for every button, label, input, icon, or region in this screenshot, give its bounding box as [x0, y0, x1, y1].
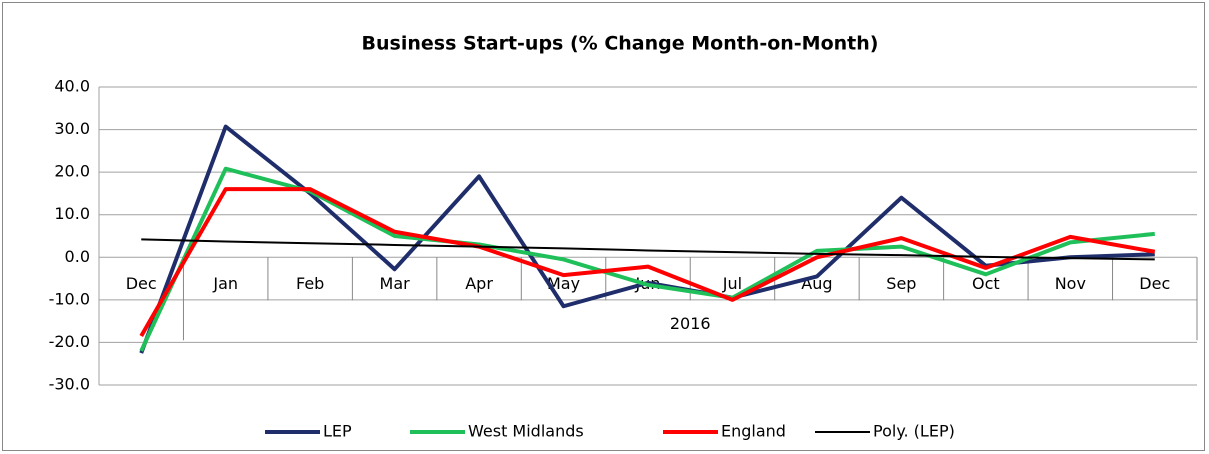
- x-tick-label: Sep: [886, 274, 916, 293]
- y-tick-label: -30.0: [49, 375, 90, 394]
- legend-label: England: [721, 422, 786, 441]
- series-line: [139, 187, 1156, 338]
- x-group-label: 2016: [670, 314, 711, 333]
- y-tick-label: 20.0: [54, 162, 90, 181]
- chart-title: Business Start-ups (% Change Month-on-Mo…: [362, 33, 879, 55]
- x-tick-label: Jan: [212, 274, 238, 293]
- y-tick-label: 10.0: [54, 204, 90, 223]
- y-tick-label: 30.0: [54, 119, 90, 138]
- y-tick-label: -20.0: [49, 332, 90, 351]
- y-tick-label: 40.0: [54, 77, 90, 96]
- x-tick-label: Jul: [722, 274, 742, 293]
- legend-label: West Midlands: [468, 422, 584, 441]
- x-tick-label: Dec: [126, 274, 157, 293]
- series-line: [141, 238, 1155, 261]
- x-tick-label: Nov: [1055, 274, 1086, 293]
- x-tick-label: Apr: [465, 274, 493, 293]
- x-tick-label: Mar: [380, 274, 411, 293]
- legend-label: LEP: [323, 422, 352, 441]
- x-tick-label: May: [547, 274, 580, 293]
- x-tick-label: Dec: [1139, 274, 1170, 293]
- y-tick-label: -10.0: [49, 289, 90, 308]
- y-tick-label: 0.0: [65, 247, 90, 266]
- x-tick-label: Oct: [972, 274, 1000, 293]
- x-tick-label: Feb: [296, 274, 324, 293]
- legend-label: Poly. (LEP): [873, 422, 955, 441]
